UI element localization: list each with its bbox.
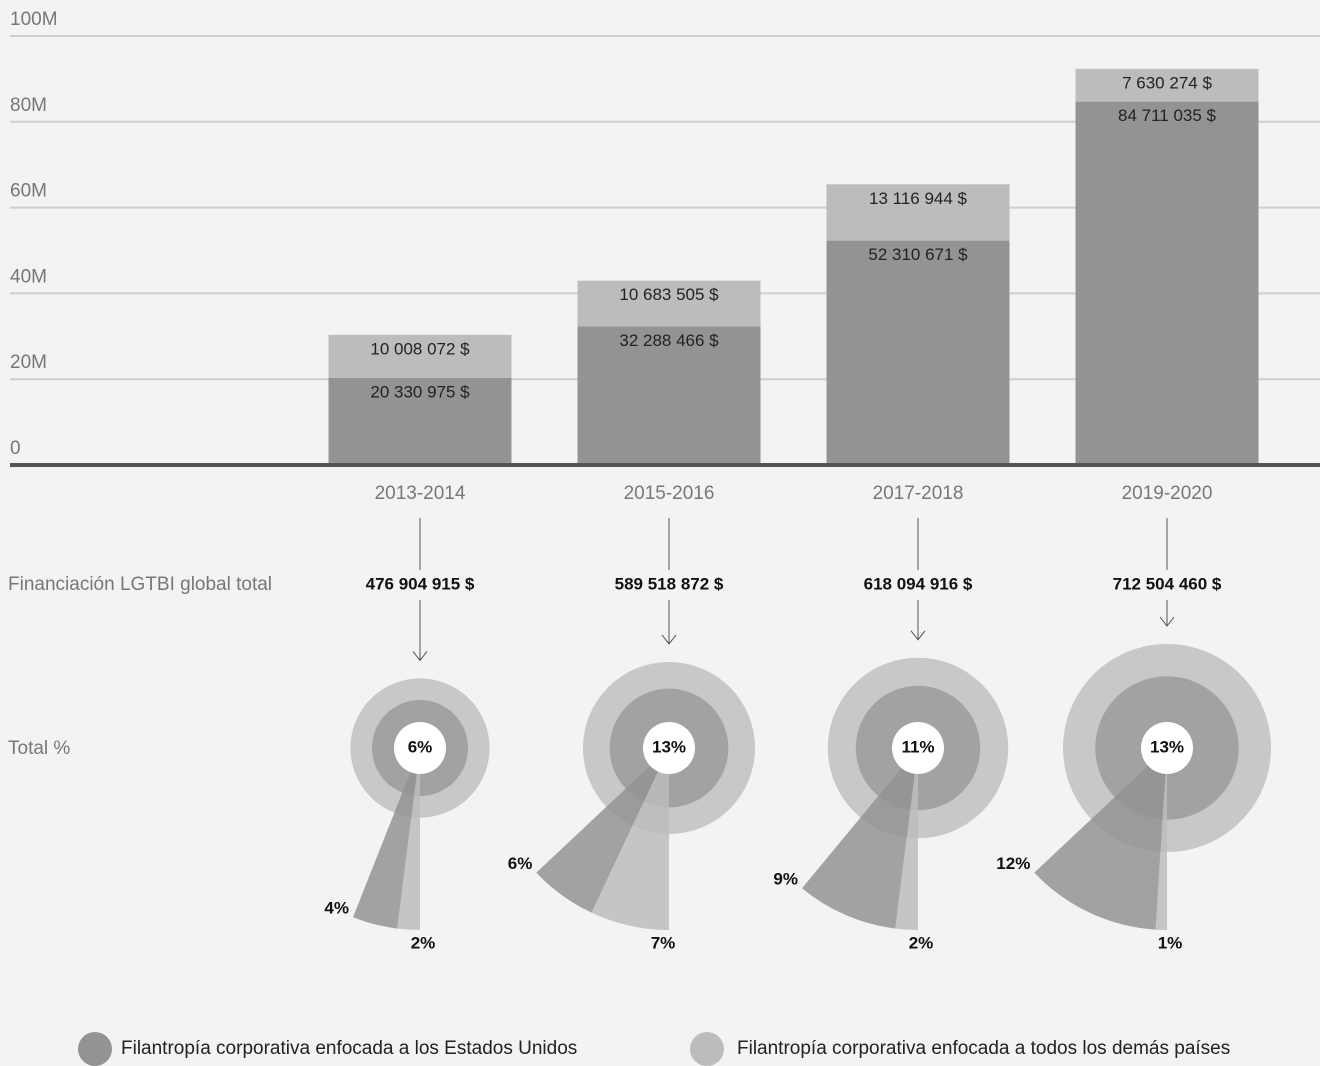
bar — [577, 280, 761, 327]
arrow-head — [1159, 616, 1175, 627]
bar-label: 20 330 975 $ — [370, 382, 470, 401]
bar-label: 10 683 505 $ — [619, 285, 719, 304]
bar-label: 84 711 035 $ — [1118, 106, 1217, 125]
bar — [1075, 101, 1259, 465]
wedge — [1155, 748, 1167, 930]
wedge — [801, 748, 918, 929]
wedge-label: 9% — [773, 870, 798, 889]
arrow-head — [412, 651, 428, 662]
center — [1141, 722, 1193, 774]
legend-label: Filantropía corporativa enfocada a todos… — [737, 1038, 1230, 1059]
row-label: Total % — [8, 738, 70, 759]
wedge-label: 6% — [508, 854, 533, 873]
share-label: 13% — [652, 737, 686, 756]
y-tick-label: 40M — [10, 266, 47, 287]
y-tick-label: 20M — [10, 352, 47, 373]
share-label: 6% — [408, 737, 433, 756]
bar — [328, 377, 512, 465]
y-tick-label: 60M — [10, 181, 47, 202]
arrow-head — [661, 634, 677, 645]
bar-label: 13 116 944 $ — [869, 189, 968, 208]
legend-label: Filantropía corporativa enfocada a los E… — [121, 1038, 577, 1059]
bar-label: 7 630 274 $ — [1122, 73, 1212, 92]
y-tick-label: 80M — [10, 95, 47, 116]
wedge — [1034, 748, 1167, 930]
share-label: 13% — [1150, 737, 1184, 756]
wedge — [353, 748, 420, 929]
x-tick-label: 2017-2018 — [873, 483, 964, 504]
bar — [1075, 68, 1259, 102]
total-label: 589 518 872 $ — [615, 574, 724, 593]
x-tick-label: 2013-2014 — [375, 483, 466, 504]
x-tick-label: 2019-2020 — [1122, 483, 1213, 504]
wedge-label: 1% — [1158, 933, 1183, 952]
wedge-label: 2% — [411, 933, 436, 952]
y-tick-label: 100M — [10, 9, 58, 30]
total-label: 712 504 460 $ — [1113, 574, 1222, 593]
bar-label: 10 008 072 $ — [370, 339, 470, 358]
center — [892, 722, 944, 774]
wedge-label: 2% — [909, 933, 934, 952]
total-label: 476 904 915 $ — [366, 574, 475, 593]
wedge-label: 7% — [651, 933, 676, 952]
center — [394, 722, 446, 774]
share-label: 11% — [901, 737, 934, 756]
bar — [826, 184, 1010, 241]
total-label: 618 094 916 $ — [864, 574, 973, 593]
wedge — [591, 748, 669, 930]
wedge-label: 12% — [996, 854, 1030, 873]
bar-label: 32 288 466 $ — [619, 331, 719, 350]
wedge — [895, 748, 918, 930]
wedge — [397, 748, 420, 930]
bar-label: 52 310 671 $ — [868, 245, 968, 264]
bar — [577, 326, 761, 465]
legend-swatch — [690, 1032, 724, 1066]
y-tick-label: 0 — [10, 438, 21, 459]
wedge-label: 4% — [324, 899, 349, 918]
x-tick-label: 2015-2016 — [624, 483, 715, 504]
bar — [826, 240, 1010, 465]
bar — [328, 334, 512, 378]
arrow-head — [910, 630, 926, 641]
center — [643, 722, 695, 774]
wedge — [536, 748, 669, 913]
legend-swatch — [78, 1032, 112, 1066]
row-label: Financiación LGTBI global total — [8, 574, 272, 595]
